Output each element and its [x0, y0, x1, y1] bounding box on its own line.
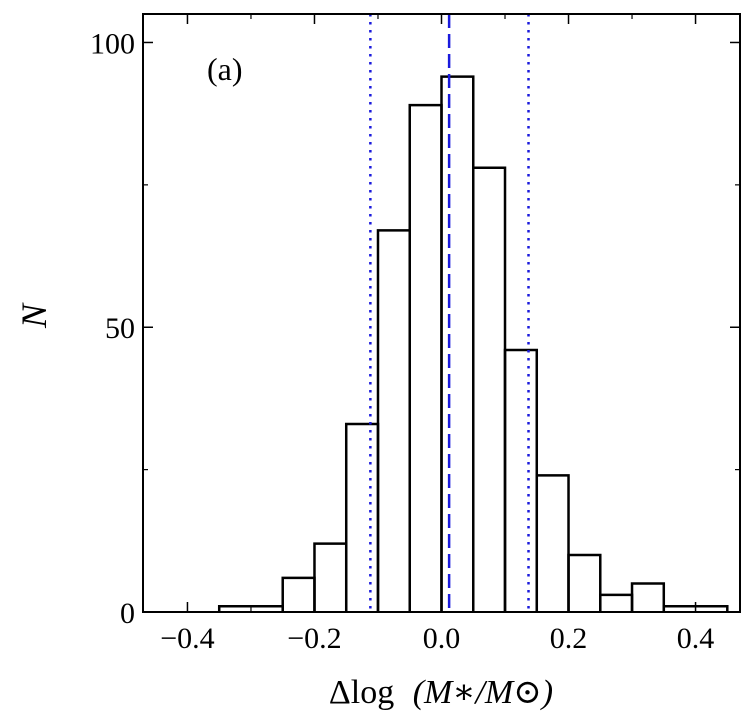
x-axis-label-expression: (M∗/M⊙) [413, 674, 553, 711]
x-axis-label-prefix: Δlog [329, 674, 394, 711]
y-axis-label: N [14, 302, 54, 329]
ticks-layer [143, 14, 740, 613]
histogram-bar-6 [440, 75, 475, 612]
panel-label: (a) [207, 51, 243, 87]
histogram-bar-3 [344, 422, 380, 612]
tick-labels-layer: −0.4 −0.2 0.0 0.2 0.4 0 50 100 [90, 27, 714, 655]
reference-lines-layer [369, 14, 530, 612]
histogram-bar-7 [472, 166, 507, 612]
histogram-layer [217, 75, 729, 612]
histogram-bar-2 [313, 542, 348, 612]
x-tick-label-3: 0.2 [550, 622, 588, 655]
x-axis-label: Δlog (M∗/M⊙) [329, 674, 553, 711]
y-tick-label-0: 0 [120, 597, 135, 630]
y-tick-label-1: 50 [105, 312, 135, 345]
histogram-bar-1 [281, 576, 316, 612]
histogram-bar-8 [503, 348, 539, 612]
histogram-bar-12 [630, 582, 666, 612]
histogram-bar-11 [599, 593, 634, 612]
x-tick-label-2: 0.0 [423, 622, 461, 655]
x-tick-label-0: −0.4 [160, 622, 214, 655]
histogram-bar-9 [535, 474, 570, 612]
histogram-bar-4 [376, 229, 411, 612]
x-tick-label-4: 0.4 [677, 622, 715, 655]
histogram-bar-5 [408, 103, 443, 612]
histogram-bar-10 [567, 553, 602, 612]
x-tick-label-1: −0.2 [287, 622, 341, 655]
y-tick-label-2: 100 [90, 27, 135, 60]
